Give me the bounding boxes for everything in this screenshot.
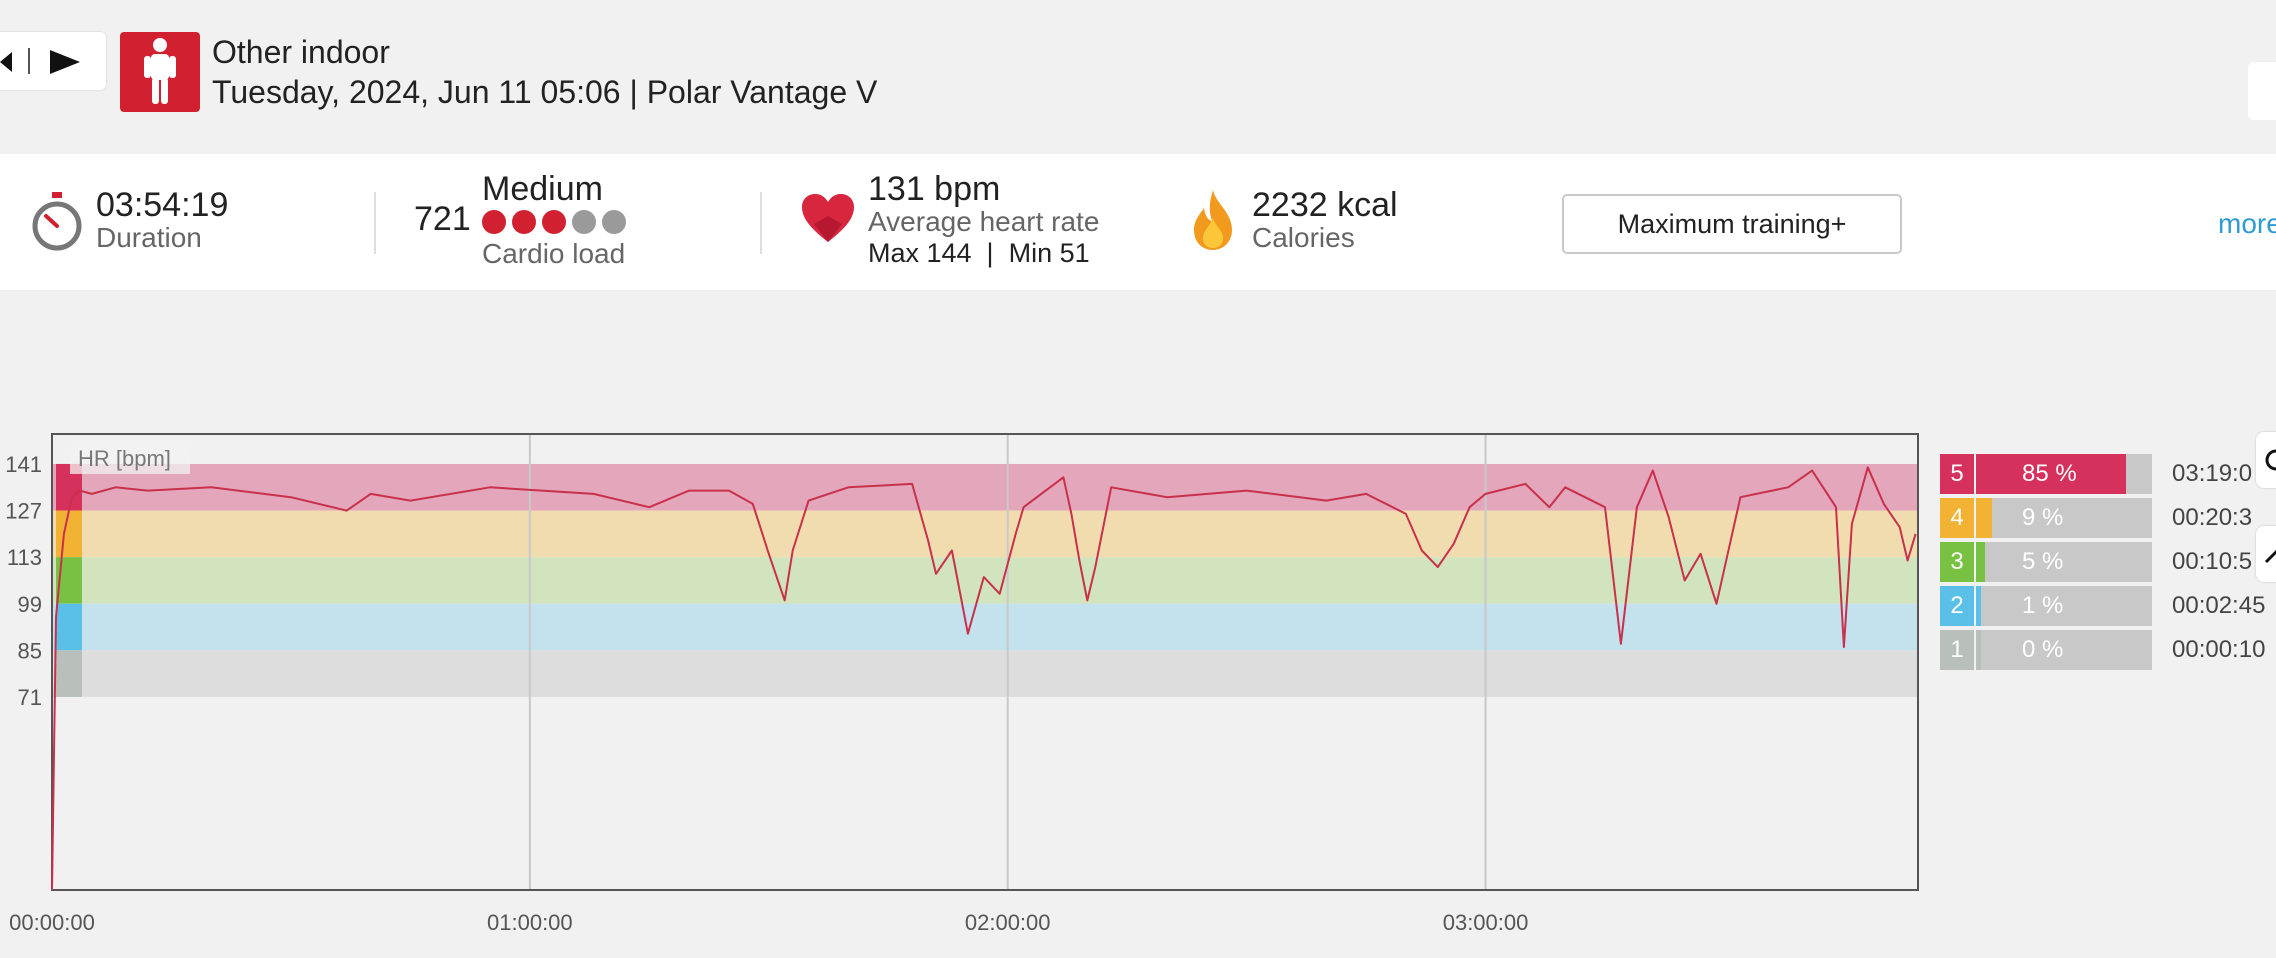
expand-icon-tab[interactable] (2256, 526, 2276, 582)
y-tick-label: 127 (5, 499, 42, 524)
zone-marker-1 (56, 650, 82, 697)
duration-value: 03:54:19 (96, 186, 229, 224)
y-tick-label: 85 (18, 638, 42, 663)
zone-number: 2 (1940, 586, 1974, 626)
zone-time: 00:02:45 (2172, 592, 2266, 619)
zone-fill (1976, 630, 1982, 670)
zone-bar-1: 1 0 % (1940, 630, 2152, 670)
zone-track: 1 % (1976, 586, 2152, 626)
zone-fill (1976, 454, 2126, 494)
session-nav (0, 32, 106, 90)
duration-label: Duration (96, 222, 202, 253)
gear-icon (2265, 449, 2276, 471)
zone-band-1 (52, 650, 1918, 697)
zone-track: 0 % (1976, 630, 2152, 670)
zone-bar-5: 5 85 % (1940, 454, 2152, 494)
zone-percent: 1 % (2022, 592, 2064, 619)
zone-percent: 9 % (2022, 504, 2064, 531)
y-tick-label: 141 (5, 452, 42, 477)
zone-percent: 85 % (2022, 460, 2077, 487)
sport-title: Other indoor (212, 34, 390, 70)
zone-band-2 (52, 603, 1918, 651)
zone-band-4 (52, 510, 1918, 558)
x-tick-label: 01:00:00 (487, 910, 573, 935)
x-tick-label: 02:00:00 (965, 910, 1051, 935)
stopwatch-icon (32, 192, 82, 251)
zone-time: 00:10:5 (2172, 548, 2253, 575)
session-subtitle: Tuesday, 2024, Jun 11 05:06 | Polar Vant… (212, 74, 878, 110)
training-benefit-button[interactable]: Maximum training+ (1562, 194, 1902, 254)
y-tick-label: 113 (7, 545, 42, 570)
zone-time: 00:20:3 (2172, 504, 2253, 531)
zone-percent: 5 % (2022, 548, 2064, 575)
more-link[interactable]: more (2218, 208, 2276, 239)
zone-time: 00:00:10 (2172, 636, 2266, 663)
zone-fill (1976, 542, 1985, 582)
cardio-dot-filled (512, 210, 536, 234)
zone-bar-3: 3 5 % (1940, 542, 2152, 582)
calories-value: 2232 kcal (1252, 186, 1398, 224)
zone-bar-4: 4 9 % (1940, 498, 2152, 538)
hr-zone-distribution: 5 85 % 03:19:0 4 9 % 00:20:3 3 5 % 00:10:5 2 1 % 00… (1940, 454, 2276, 684)
zone-time: 03:19:0 (2172, 460, 2253, 487)
cardio-dot-filled (542, 210, 566, 234)
hr-series-line (51, 466, 1917, 891)
zone-bar-2: 2 1 % (1940, 586, 2152, 626)
plot-frame (51, 433, 1919, 891)
nav-divider (28, 48, 30, 74)
series-label: HR [bpm] (78, 446, 171, 471)
sport-icon (120, 32, 200, 112)
divider (760, 192, 762, 254)
cardio-load-level: Medium (482, 170, 603, 208)
previous-icon[interactable] (0, 50, 12, 74)
zone-marker-2 (56, 603, 82, 651)
cardio-load-score: 721 (414, 200, 471, 238)
summary-bar: 03:54:19 Duration 721 Medium Cardio load… (0, 154, 2276, 290)
avg-hr-label: Average heart rate (868, 206, 1100, 237)
x-tick-label: 03:00:00 (1443, 910, 1529, 935)
cardio-load-dots (482, 210, 626, 234)
arrow-icon (2264, 549, 2276, 564)
zone-number: 5 (1940, 454, 1974, 494)
top-right-button[interactable] (2248, 62, 2276, 120)
zone-fill (1976, 498, 1992, 538)
heart-icon (802, 194, 854, 242)
x-tick-label: 00:00:00 (9, 910, 95, 935)
cardio-load-label: Cardio load (482, 238, 626, 269)
hr-max-min: Max 144 | Min 51 (868, 238, 1090, 268)
next-icon[interactable] (48, 48, 82, 76)
zone-track: 9 % (1976, 498, 2152, 538)
zone-track: 5 % (1976, 542, 2152, 582)
avg-hr-value: 131 bpm (868, 170, 1001, 208)
divider (374, 192, 376, 254)
y-tick-label: 99 (18, 592, 42, 617)
zone-band-3 (52, 557, 1918, 604)
flame-icon (1194, 190, 1232, 250)
zone-fill (1976, 586, 1982, 626)
cardio-dot-empty (602, 210, 626, 234)
zone-number: 4 (1940, 498, 1974, 538)
zone-number: 1 (1940, 630, 1974, 670)
zone-percent: 0 % (2022, 636, 2064, 663)
zone-marker-4 (56, 510, 82, 558)
heart-rate-chart[interactable]: 00:00:00 01:00:00 02:00:00 03:00:00 141 127 11… (0, 420, 1930, 958)
calories-label: Calories (1252, 222, 1355, 253)
zone-number: 3 (1940, 542, 1974, 582)
zone-band-5 (52, 463, 1918, 511)
series-label-bg (70, 444, 190, 474)
zone-track: 85 % (1976, 454, 2152, 494)
cardio-dot-filled (482, 210, 506, 234)
y-tick-label: 71 (18, 685, 42, 710)
settings-icon-tab[interactable] (2256, 432, 2276, 488)
cardio-dot-empty (572, 210, 596, 234)
